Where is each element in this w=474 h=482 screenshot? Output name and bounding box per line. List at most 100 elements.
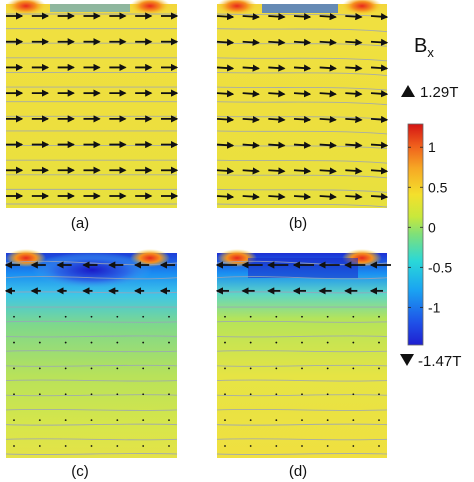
field-arrow (301, 315, 303, 318)
field-arrow (13, 419, 15, 422)
field-arrow (293, 90, 312, 98)
field-arrow (38, 367, 41, 370)
field-arrow (345, 115, 363, 124)
field-arrow (224, 393, 226, 396)
field-arrow (293, 64, 312, 72)
field-arrow (370, 90, 389, 98)
field-arrow (116, 419, 119, 422)
field-arrow (352, 367, 355, 370)
streamline (216, 379, 388, 382)
field-arrow (216, 141, 235, 149)
field-arrow (242, 90, 260, 98)
streamline (5, 320, 178, 323)
field-arrow (116, 367, 119, 370)
field-arrow (142, 315, 145, 318)
field-arrow (293, 141, 312, 149)
field-arrow (168, 341, 170, 344)
field-arrow (268, 141, 286, 149)
field-arrow (116, 445, 119, 447)
field-arrow (13, 341, 15, 344)
field-arrow (293, 115, 312, 124)
field-arrow (268, 13, 286, 21)
field-arrow (345, 141, 363, 149)
field-arrow (116, 315, 119, 318)
streamline (216, 28, 388, 33)
field-arrow (352, 393, 355, 396)
field-arrow (168, 393, 170, 396)
field-arrow (242, 141, 260, 149)
streamline (216, 101, 388, 106)
field-arrow (216, 64, 235, 72)
streamline (216, 174, 388, 179)
field-arrow (116, 341, 119, 344)
quantity-symbol: B (414, 35, 427, 57)
field-arrow (326, 367, 329, 370)
field-arrow (90, 419, 93, 422)
field-arrow (345, 167, 363, 175)
streamline (216, 42, 388, 47)
streamline (5, 379, 178, 382)
colorbar-tick-label: -0.5 (428, 259, 452, 275)
colorbar-ticks: 1 0.5 0 -0.5 -1 (408, 139, 452, 315)
field-arrow (345, 13, 363, 21)
field-arrow (275, 341, 278, 344)
streamline (216, 276, 388, 280)
field-arrow (370, 141, 389, 149)
field-arrow (378, 341, 380, 344)
field-arrow (268, 38, 286, 46)
field-arrow (275, 315, 278, 318)
streamline (216, 203, 388, 208)
field-arrow (64, 315, 67, 318)
streamline (5, 335, 178, 338)
streamline (216, 438, 388, 441)
streamline (216, 452, 388, 456)
field-arrow (326, 393, 329, 396)
field-arrow (142, 393, 145, 396)
field-arrow (319, 115, 337, 124)
field-arrow (370, 64, 389, 72)
streamline (216, 423, 388, 426)
streamline (216, 335, 388, 338)
field-arrow (168, 445, 170, 447)
field-arrow (64, 341, 67, 344)
field-arrow (224, 341, 226, 344)
field-arrow (64, 419, 67, 422)
streamline (216, 291, 388, 294)
colorbar-title: Bx (414, 35, 434, 60)
field-arrow (319, 167, 337, 175)
panel-d (215, 249, 391, 458)
field-arrow (293, 38, 312, 46)
streamline (216, 72, 388, 76)
field-arrow (268, 90, 286, 98)
colorbar-min-label: -1.47T (418, 353, 461, 370)
field-arrow (242, 38, 260, 46)
field-arrow (319, 90, 337, 98)
field-arrow (326, 315, 329, 318)
colorbar-tick-label: -1 (428, 299, 441, 315)
field-arrow (326, 419, 329, 422)
field-arrow (249, 419, 252, 422)
streamline (5, 438, 178, 441)
field-arrow (38, 445, 41, 447)
field-arrow (319, 141, 337, 149)
field-arrow (242, 115, 260, 124)
field-arrow (352, 315, 355, 318)
field-arrow (64, 445, 67, 447)
field-arrow (64, 393, 67, 396)
field-arrow (249, 393, 252, 396)
field-arrow (352, 419, 355, 422)
field-arrow (13, 393, 15, 396)
svg-text:Bx: Bx (414, 35, 434, 60)
panel-a (5, 0, 179, 208)
colorbar-tick-label: 0 (428, 219, 436, 235)
field-arrow (370, 167, 389, 175)
streamline (216, 350, 388, 353)
field-arrow (90, 341, 93, 344)
field-arrow (370, 193, 389, 201)
field-arrow (242, 13, 260, 21)
field-arrow (275, 393, 278, 396)
streamline (5, 364, 178, 367)
field-arrow (249, 315, 252, 318)
streamline (5, 452, 178, 456)
streamline (216, 364, 388, 367)
